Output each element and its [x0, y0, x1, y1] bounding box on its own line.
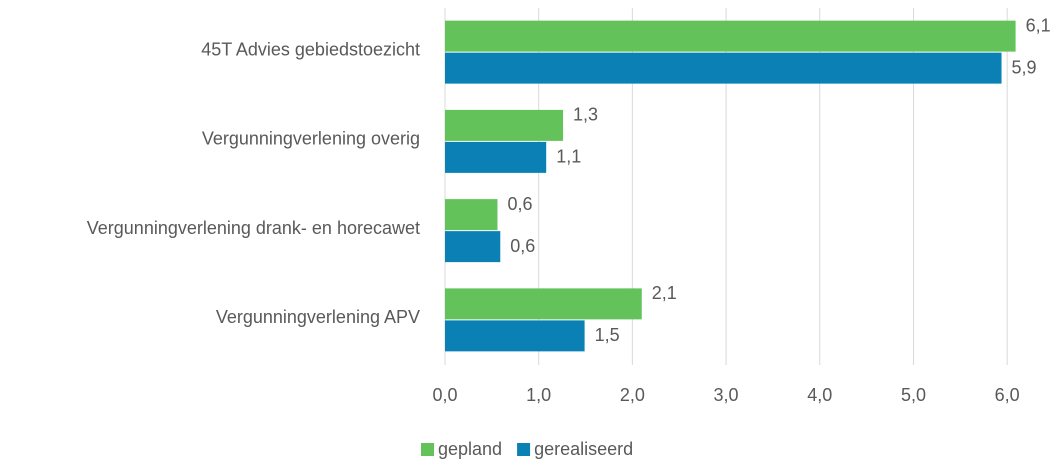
value-label: 1,5 — [595, 325, 620, 345]
bar — [445, 320, 585, 352]
bar — [445, 199, 498, 231]
legend-label: gepland — [438, 439, 502, 459]
value-label: 6,1 — [1026, 15, 1051, 35]
category-label: Vergunningverlening overig — [202, 129, 420, 149]
legend-swatch — [517, 443, 531, 456]
x-tick-label: 1,0 — [526, 385, 551, 405]
bar — [445, 288, 642, 320]
category-label: 45T Advies gebiedstoezicht — [201, 39, 420, 59]
bar — [445, 20, 1016, 52]
value-label: 1,1 — [556, 147, 581, 167]
bar — [445, 141, 547, 173]
value-label: 1,3 — [573, 105, 598, 125]
category-label: Vergunningverlening drank- en horecawet — [87, 218, 420, 238]
bar — [445, 109, 564, 141]
x-tick-label: 3,0 — [714, 385, 739, 405]
x-tick-label: 2,0 — [620, 385, 645, 405]
x-tick-label: 6,0 — [995, 385, 1020, 405]
bar — [445, 52, 1002, 84]
legend-swatch — [421, 443, 434, 456]
bar — [445, 231, 501, 263]
category-label: Vergunningverlening APV — [216, 307, 420, 327]
x-tick-label: 5,0 — [901, 385, 926, 405]
value-label: 0,6 — [507, 194, 532, 214]
x-tick-label: 4,0 — [807, 385, 832, 405]
legend-label: gerealiseerd — [534, 439, 633, 459]
value-label: 5,9 — [1012, 57, 1037, 77]
x-tick-label: 0,0 — [432, 385, 457, 405]
value-label: 0,6 — [510, 236, 535, 256]
value-label: 2,1 — [652, 283, 677, 303]
